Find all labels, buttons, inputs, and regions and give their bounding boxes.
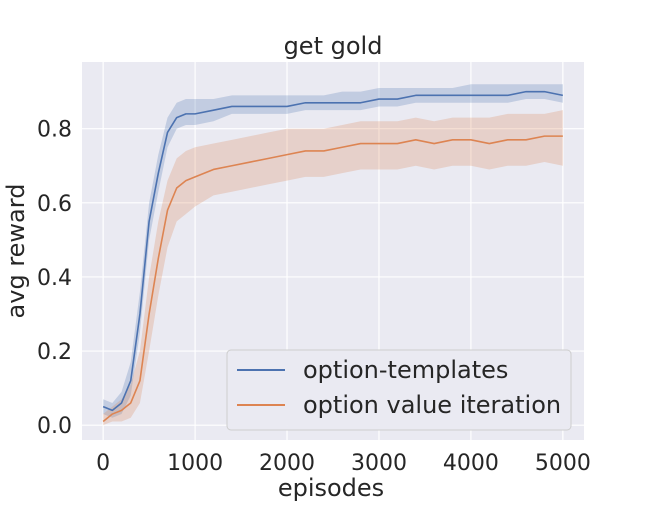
grid-lines <box>82 62 584 440</box>
y-axis-label: avg reward <box>2 184 30 319</box>
x-tick-label: 4000 <box>443 451 499 476</box>
x-tick-label: 0 <box>96 451 110 476</box>
series-line-option-value-iteration <box>102 135 563 423</box>
series-line-option-templates <box>102 90 564 412</box>
x-tick-label: 5000 <box>535 451 591 476</box>
x-axis-label: episodes <box>278 474 384 502</box>
y-tick-label: 0.4 <box>37 266 72 291</box>
x-tick-label: 1000 <box>167 451 223 476</box>
legend: option-templates option value iteration <box>226 349 572 431</box>
legend-label-option-templates: option-templates <box>303 356 508 384</box>
x-tick-label: 2000 <box>259 451 315 476</box>
y-tick-label: 0.0 <box>37 414 72 439</box>
y-tick-label: 0.2 <box>37 340 72 365</box>
y-tick-labels: 0.0 0.2 0.4 0.6 0.8 <box>37 118 72 439</box>
confidence-bands <box>103 84 563 426</box>
chart-title: get gold <box>284 32 383 60</box>
x-tick-label: 3000 <box>351 451 407 476</box>
band-option-value-iteration <box>103 110 563 426</box>
legend-label-option-value-iteration: option value iteration <box>303 391 561 419</box>
y-tick-label: 0.6 <box>37 192 72 217</box>
series-lines <box>102 90 564 423</box>
legend-box <box>226 349 572 431</box>
x-tick-labels: 0 1000 2000 3000 4000 5000 <box>96 451 591 476</box>
y-tick-label: 0.8 <box>37 118 72 143</box>
